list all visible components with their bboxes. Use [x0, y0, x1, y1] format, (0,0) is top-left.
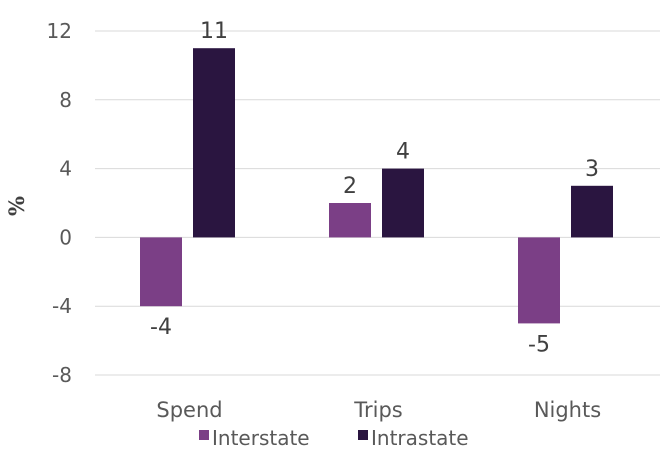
- y-tick-label: 8: [59, 88, 72, 112]
- legend-swatch-interstate: [199, 430, 209, 440]
- gridlines: [95, 30, 660, 376]
- bar-interstate-trips: [329, 203, 371, 238]
- data-label: 3: [585, 157, 599, 182]
- bar-interstate-nights: [518, 237, 560, 324]
- bars: [140, 48, 613, 324]
- data-label: 4: [396, 140, 410, 165]
- data-label: 2: [343, 174, 357, 199]
- data-labels: -4 2 -5 11 4 3: [150, 19, 599, 357]
- y-axis-label: %: [4, 196, 29, 216]
- y-tick-label: 0: [59, 225, 72, 249]
- y-tick-label: -8: [52, 363, 72, 387]
- data-label: -5: [528, 332, 550, 357]
- bar-intrastate-trips: [382, 168, 424, 238]
- bar-intrastate-nights: [571, 185, 613, 238]
- data-label: 11: [200, 19, 228, 44]
- bar-intrastate-spend: [193, 48, 235, 238]
- legend-label-intrastate: Intrastate: [371, 426, 469, 450]
- x-category-label: Trips: [353, 398, 402, 422]
- x-category-label: Spend: [156, 398, 222, 422]
- x-axis-categories: Spend Trips Nights: [156, 398, 601, 422]
- y-tick-label: 12: [47, 19, 72, 43]
- data-label: -4: [150, 315, 172, 340]
- legend: Interstate Intrastate: [199, 426, 469, 450]
- y-tick-label: -4: [52, 294, 72, 318]
- x-category-label: Nights: [534, 398, 601, 422]
- bar-interstate-spend: [140, 237, 182, 307]
- y-axis-ticks: 12 8 4 0 -4 -8: [47, 19, 72, 387]
- legend-swatch-intrastate: [358, 430, 368, 440]
- legend-label-interstate: Interstate: [212, 426, 310, 450]
- y-tick-label: 4: [59, 157, 72, 181]
